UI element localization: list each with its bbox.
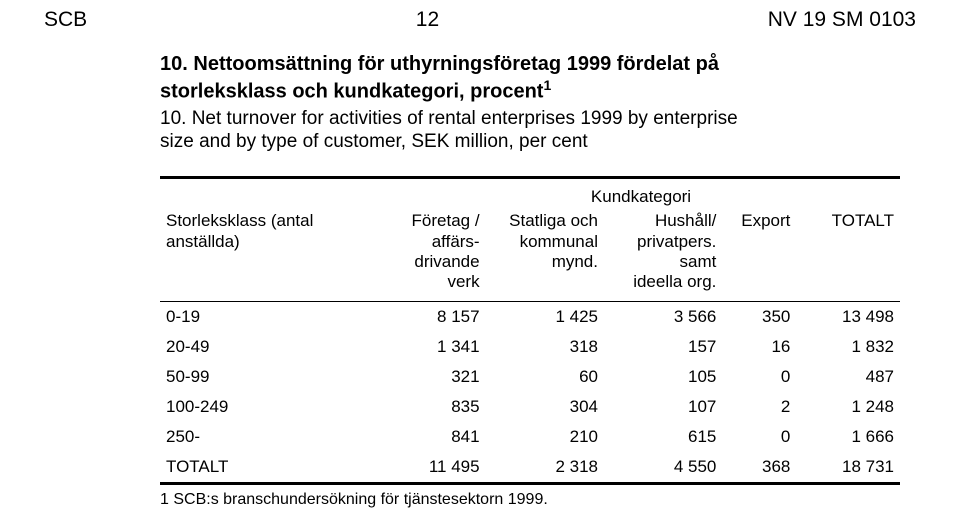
- row-header-label: Storleksklass (antal anställda): [160, 209, 382, 301]
- cell: 1 832: [796, 332, 900, 362]
- cell: 368: [722, 452, 796, 484]
- cell: 0: [722, 422, 796, 452]
- column-header-row: Storleksklass (antal anställda) Företag …: [160, 209, 900, 301]
- header-right: NV 19 SM 0103: [768, 8, 916, 32]
- header-center: 12: [416, 8, 439, 32]
- cell: 3 566: [604, 301, 722, 332]
- cell: 1 248: [796, 392, 900, 422]
- cell: 8 157: [382, 301, 486, 332]
- title-number: 10.: [160, 53, 188, 75]
- title-main: 10. Nettoomsättning för uthyrningsföreta…: [160, 52, 880, 105]
- table-body: 0-198 1571 4253 56635013 49820-491 34131…: [160, 301, 900, 483]
- cell: 1 666: [796, 422, 900, 452]
- page-header: SCB 12 NV 19 SM 0103: [40, 8, 920, 32]
- table-row: 250-84121061501 666: [160, 422, 900, 452]
- col-header: TOTALT: [796, 209, 900, 301]
- span-header-empty: [160, 178, 382, 210]
- cell: 318: [486, 332, 604, 362]
- cell: 1 425: [486, 301, 604, 332]
- title-block: 10. Nettoomsättning för uthyrningsföreta…: [40, 52, 920, 154]
- table-row: TOTALT11 4952 3184 55036818 731: [160, 452, 900, 484]
- cell: 2 318: [486, 452, 604, 484]
- cell: 105: [604, 362, 722, 392]
- cell: 835: [382, 392, 486, 422]
- span-header-row: Kundkategori: [160, 178, 900, 210]
- row-label: 20-49: [160, 332, 382, 362]
- table-wrap: Kundkategori Storleksklass (antal anstäl…: [40, 176, 920, 485]
- row-label: TOTALT: [160, 452, 382, 484]
- cell: 304: [486, 392, 604, 422]
- table-row: 0-198 1571 4253 56635013 498: [160, 301, 900, 332]
- row-label: 100-249: [160, 392, 382, 422]
- row-label: 50-99: [160, 362, 382, 392]
- subtitle-line1: Net turnover for activities of rental en…: [192, 108, 738, 129]
- subtitle-number: 10.: [160, 108, 186, 129]
- page: SCB 12 NV 19 SM 0103 10. Nettoomsättning…: [0, 0, 960, 523]
- col-header: Hushåll/privatpers.samtideella org.: [604, 209, 722, 301]
- data-table: Kundkategori Storleksklass (antal anstäl…: [160, 176, 900, 485]
- title-line2: storleksklass och kundkategori, procent: [160, 81, 543, 103]
- subtitle: 10. Net turnover for activities of renta…: [160, 107, 880, 155]
- cell: 2: [722, 392, 796, 422]
- cell: 16: [722, 332, 796, 362]
- subtitle-line2: size and by type of customer, SEK millio…: [160, 131, 588, 152]
- table-row: 50-99321601050487: [160, 362, 900, 392]
- cell: 615: [604, 422, 722, 452]
- cell: 1 341: [382, 332, 486, 362]
- footnote: 1 SCB:s branschundersökning för tjänstes…: [40, 491, 920, 509]
- cell: 210: [486, 422, 604, 452]
- title-sup: 1: [543, 77, 551, 93]
- cell: 11 495: [382, 452, 486, 484]
- cell: 350: [722, 301, 796, 332]
- cell: 321: [382, 362, 486, 392]
- cell: 60: [486, 362, 604, 392]
- table-head: Kundkategori Storleksklass (antal anstäl…: [160, 178, 900, 302]
- title-line1: Nettoomsättning för uthyrningsföretag 19…: [193, 53, 719, 75]
- cell: 107: [604, 392, 722, 422]
- cell: 4 550: [604, 452, 722, 484]
- cell: 18 731: [796, 452, 900, 484]
- row-label: 0-19: [160, 301, 382, 332]
- row-label: 250-: [160, 422, 382, 452]
- span-header: Kundkategori: [382, 178, 900, 210]
- col-header: Export: [722, 209, 796, 301]
- header-left: SCB: [44, 8, 87, 32]
- cell: 13 498: [796, 301, 900, 332]
- cell: 841: [382, 422, 486, 452]
- table-row: 100-24983530410721 248: [160, 392, 900, 422]
- col-header: Statliga ochkommunalmynd.: [486, 209, 604, 301]
- cell: 487: [796, 362, 900, 392]
- table-row: 20-491 341318157161 832: [160, 332, 900, 362]
- cell: 157: [604, 332, 722, 362]
- cell: 0: [722, 362, 796, 392]
- col-header: Företag /affärs-drivandeverk: [382, 209, 486, 301]
